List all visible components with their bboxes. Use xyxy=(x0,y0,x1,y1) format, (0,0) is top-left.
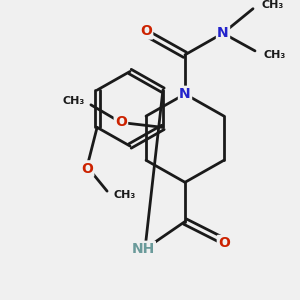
Text: CH₃: CH₃ xyxy=(63,96,85,106)
Text: CH₃: CH₃ xyxy=(113,190,135,200)
Text: O: O xyxy=(218,236,230,250)
Text: CH₃: CH₃ xyxy=(263,50,285,60)
Text: NH: NH xyxy=(131,242,154,256)
Text: CH₃: CH₃ xyxy=(261,0,283,10)
Text: O: O xyxy=(81,162,93,176)
Text: N: N xyxy=(217,26,229,40)
Text: N: N xyxy=(179,87,191,101)
Text: O: O xyxy=(140,24,152,38)
Text: O: O xyxy=(115,116,127,130)
